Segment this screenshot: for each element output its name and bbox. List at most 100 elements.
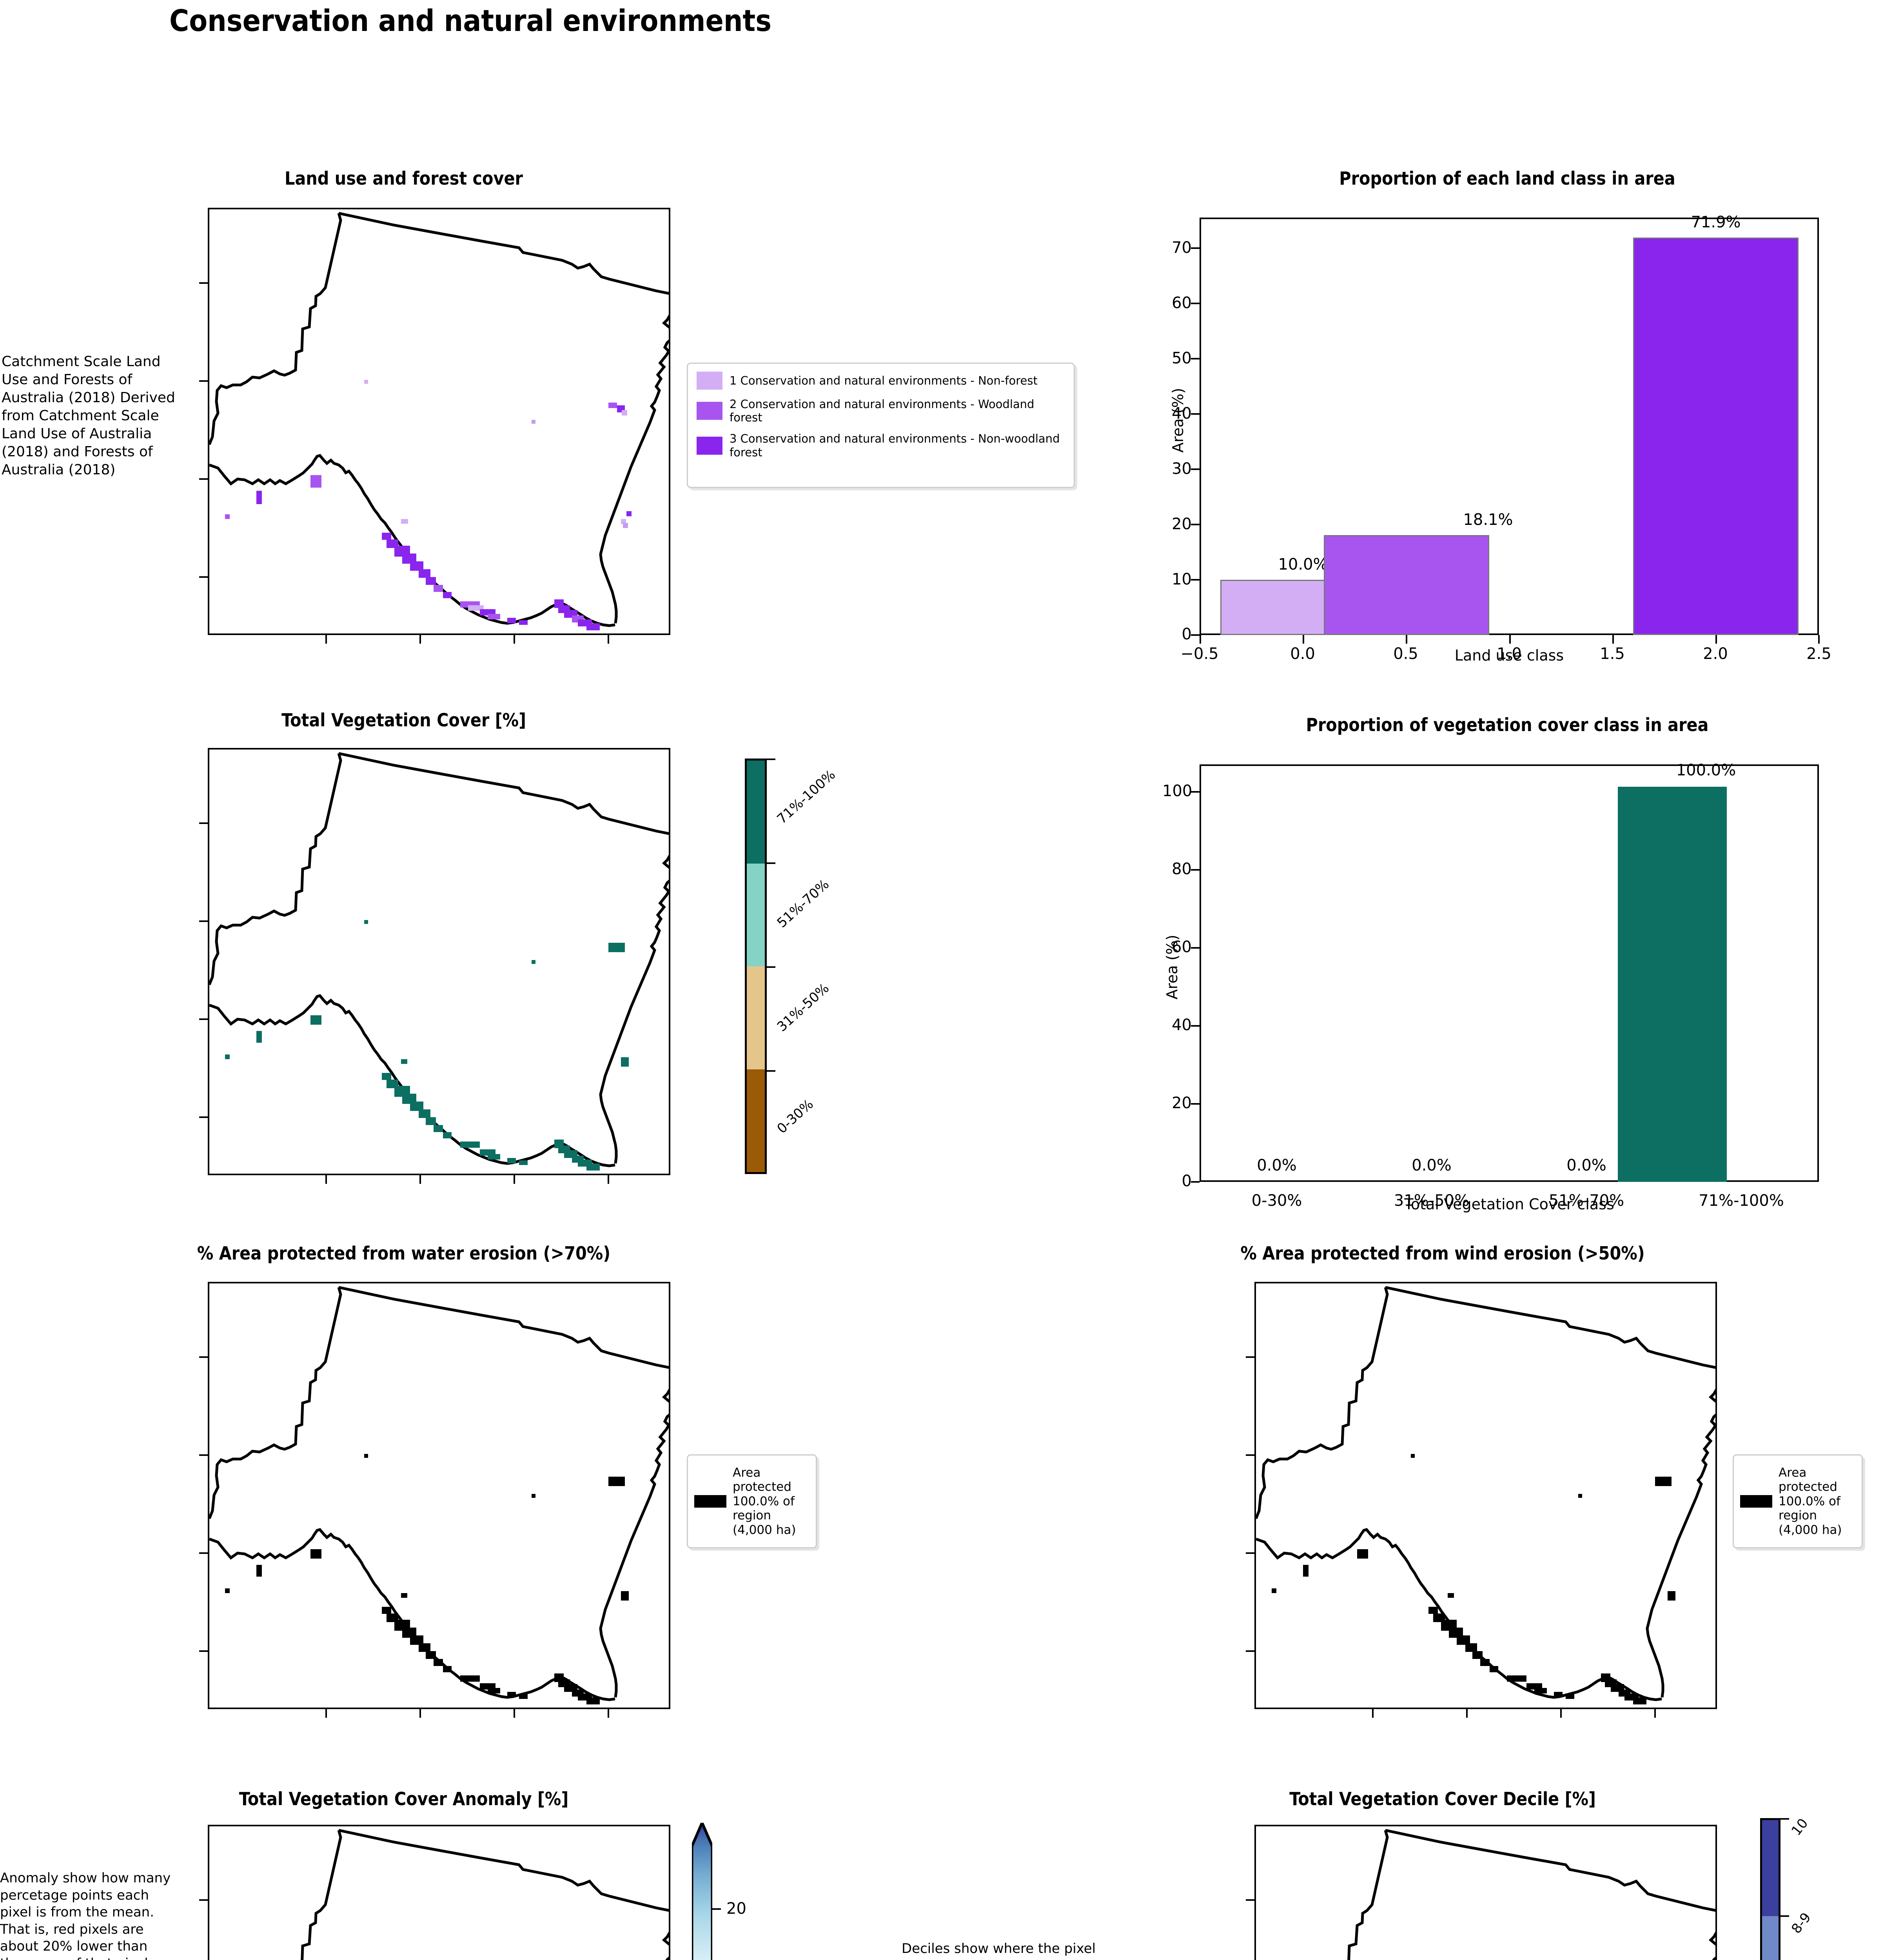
colorbar-segment-31-50 (747, 966, 765, 1069)
map-outline (301, 1829, 669, 1960)
protected-area-pixels (225, 1454, 629, 1704)
ytick: 60 (1172, 294, 1192, 312)
wind-erosion-map-canvas (1256, 1286, 1715, 1704)
bar-veg-cover-3[interactable] (1618, 787, 1727, 1182)
ytick: 10 (1172, 570, 1192, 588)
bar-label: 18.1% (1463, 511, 1513, 529)
xtick: 71%-100% (1699, 1192, 1784, 1210)
decile-colorbar[interactable]: 10 8-9 4-7 2-3 1 (1760, 1816, 1814, 1960)
veg-cover-chart-ylabel: Area (%) (1163, 935, 1181, 1000)
land-use-map-canvas (209, 212, 669, 630)
veg-cover-pixels (225, 920, 629, 1171)
legend-label: 1 Conservation and natural environments … (730, 374, 1038, 387)
bar-land-class-1[interactable] (1324, 535, 1489, 635)
ytick: 20 (1172, 515, 1192, 533)
wind-erosion-legend[interactable]: Area protected 100.0% of region (4,000 h… (1733, 1454, 1863, 1548)
anomaly-map-canvas (301, 1829, 669, 1960)
land-class-chart-xlabel: Land use class (1454, 647, 1564, 664)
colorbar-segment-71-100 (747, 760, 765, 864)
anomaly-colorbar-gradient (692, 1823, 712, 1960)
decile-map[interactable] (1254, 1825, 1717, 1960)
colorbar-tick-label: 8-9 (1788, 1909, 1814, 1937)
ytick: 0 (1182, 1172, 1192, 1190)
colorbar-tick-label: 10 (1788, 1815, 1811, 1839)
xtick: −0.5 (1180, 645, 1219, 663)
xtick: 1.5 (1600, 645, 1625, 663)
xtick: 0.5 (1393, 645, 1418, 663)
colorbar-tick-label: 71%-100% (774, 767, 839, 827)
legend-swatch-non-forest (697, 372, 722, 390)
colorbar-tick-label: 51%-70% (774, 876, 832, 931)
ytick: 80 (1172, 860, 1192, 878)
bar-label: 71.9% (1691, 213, 1741, 231)
legend-swatch-non-woodland-forest (697, 436, 722, 455)
decile-map-ticks (1246, 1825, 1717, 1960)
water-erosion-legend[interactable]: Area protected 100.0% of region (4,000 h… (687, 1454, 817, 1548)
xtick: 0.0 (1290, 645, 1315, 663)
wind-erosion-map[interactable] (1254, 1282, 1717, 1709)
legend-label: 3 Conservation and natural environments … (730, 432, 1060, 459)
anomaly-map-title: Total Vegetation Cover Anomaly [%] (239, 1788, 569, 1809)
ytick: 50 (1172, 349, 1192, 367)
xtick: 2.0 (1703, 645, 1728, 663)
ytick: 0 (1182, 625, 1192, 643)
xtick: 1.0 (1497, 645, 1522, 663)
water-erosion-map-title: % Area protected from water erosion (>70… (197, 1243, 611, 1264)
veg-cover-map[interactable] (208, 748, 670, 1175)
xtick: 31%-50% (1394, 1192, 1470, 1210)
colorbar-segment-10 (1762, 1820, 1779, 1916)
xtick: 51%-70% (1548, 1192, 1624, 1210)
veg-cover-chart-xlabel: Total Vegetation Cover class (1404, 1196, 1614, 1213)
veg-cover-map-title: Total Vegetation Cover [%] (281, 710, 526, 731)
xtick: 0-30% (1251, 1192, 1302, 1210)
legend-swatch-area-protected (1740, 1495, 1772, 1508)
land-use-map[interactable] (208, 208, 670, 635)
anomaly-side-note: Anomaly show how many percetage points e… (0, 1870, 171, 1960)
colorbar-tick-label: 20 (726, 1900, 746, 1918)
land-class-chart[interactable]: 0 10 20 30 40 50 60 70 −0.5 0.0 0.5 1.0 … (1172, 213, 1831, 663)
ytick: 40 (1172, 1016, 1192, 1034)
anomaly-colorbar[interactable]: 20 10 0 −10 −20 (692, 1823, 746, 1960)
legend-item[interactable]: 3 Conservation and natural environments … (697, 432, 1065, 459)
land-use-pixels (225, 380, 632, 630)
water-erosion-map[interactable] (208, 1282, 670, 1709)
legend-label: Area protected 100.0% of region (4,000 h… (733, 1465, 796, 1537)
wind-erosion-map-ticks (1246, 1282, 1717, 1718)
land-use-legend[interactable]: 1 Conservation and natural environments … (687, 363, 1075, 488)
veg-cover-chart-title: Proportion of vegetation cover class in … (1306, 714, 1709, 735)
ytick: 20 (1172, 1094, 1192, 1112)
veg-cover-colorbar[interactable]: 71%-100% 51%-70% 31%-50% 0-30% (745, 759, 839, 1174)
legend-item[interactable]: 2 Conservation and natural environments … (697, 397, 1065, 424)
anomaly-map-ticks (199, 1825, 670, 1960)
veg-cover-map-canvas (209, 752, 669, 1171)
veg-cover-map-ticks (199, 748, 670, 1184)
land-class-chart-ylabel: Area (%) (1169, 388, 1187, 453)
anomaly-map[interactable] (208, 1825, 670, 1960)
ytick: 100 (1162, 782, 1192, 800)
bar-label: 0.0% (1566, 1156, 1606, 1174)
decile-map-title: Total Vegetation Cover Decile [%] (1289, 1788, 1596, 1809)
ytick: 30 (1172, 460, 1192, 478)
xtick: 2.5 (1806, 645, 1831, 663)
page-title: Conservation and natural environments (169, 3, 771, 38)
protected-area-pixels (1272, 1454, 1675, 1704)
bar-land-class-2[interactable] (1633, 238, 1799, 635)
bar-label: 0.0% (1257, 1156, 1297, 1174)
legend-item[interactable]: 1 Conservation and natural environments … (697, 372, 1065, 390)
map-outline (1347, 1829, 1715, 1960)
land-use-side-note: Catchment Scale Land Use and Forests of … (2, 354, 175, 478)
veg-cover-chart[interactable]: 0 20 40 60 80 100 0-30% 31%-50% 51%-70% … (1162, 761, 1819, 1210)
land-use-map-ticks (199, 208, 670, 644)
water-erosion-map-ticks (199, 1282, 670, 1718)
decile-map-canvas (1347, 1829, 1715, 1960)
legend-label: Area protected 100.0% of region (4,000 h… (1779, 1465, 1842, 1537)
water-erosion-map-canvas (209, 1286, 669, 1704)
colorbar-tick-label: 0-30% (774, 1096, 817, 1137)
legend-swatch-area-protected (694, 1495, 726, 1508)
legend-swatch-woodland-forest (697, 402, 722, 420)
colorbar-segment-0-30 (747, 1069, 765, 1172)
ytick: 70 (1172, 239, 1192, 257)
legend-label: 2 Conservation and natural environments … (730, 397, 1035, 425)
colorbar-segment-51-70 (747, 863, 765, 966)
colorbar-tick-label: 31%-50% (774, 980, 832, 1035)
